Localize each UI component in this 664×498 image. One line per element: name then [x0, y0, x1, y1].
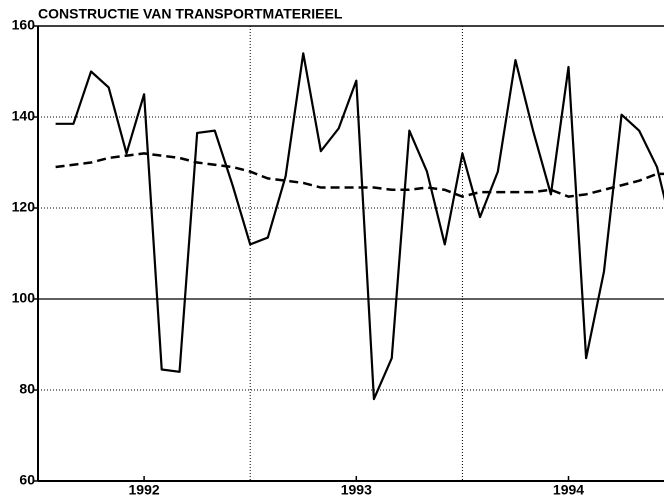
y-tick-label: 100: [12, 290, 36, 306]
y-tick-label: 80: [19, 381, 35, 397]
data-line: [55, 152, 664, 198]
y-tick-label: 140: [12, 108, 36, 124]
x-tick-label: 1994: [553, 482, 584, 498]
x-tick-label: 1993: [341, 482, 372, 498]
data-line: [55, 52, 664, 401]
plot-area: [55, 52, 664, 401]
y-tick-label: 120: [12, 199, 36, 215]
chart-title: CONSTRUCTIE VAN TRANSPORTMATERIEEL: [38, 6, 343, 22]
y-tick-label: 160: [12, 17, 36, 33]
y-tick-label: 60: [19, 472, 35, 488]
x-tick-label: 1992: [129, 482, 160, 498]
